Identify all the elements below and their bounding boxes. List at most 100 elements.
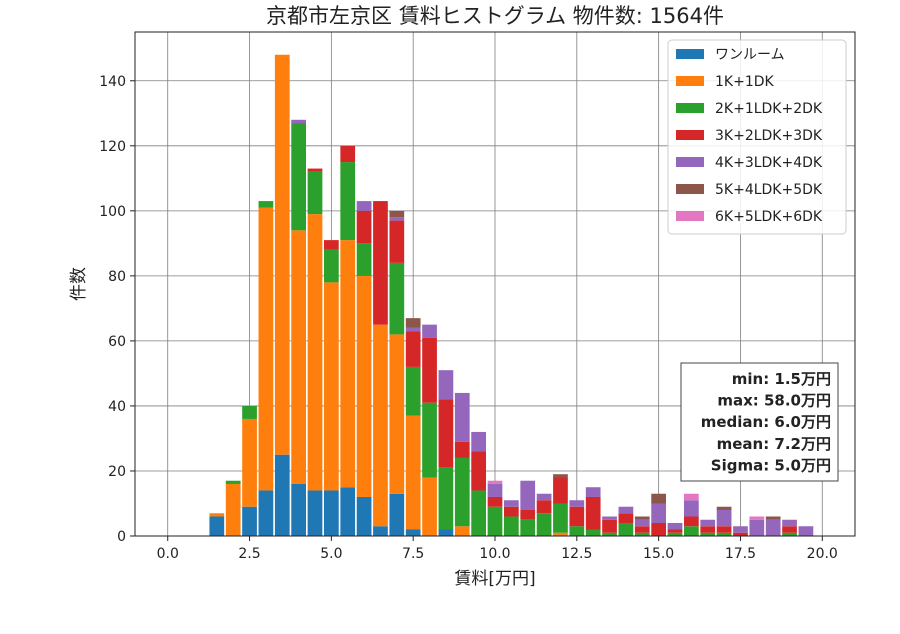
bar-segment-7	[487, 480, 503, 484]
legend-label: 2K+1LDK+2DK	[715, 101, 823, 117]
bar-segment-3	[422, 402, 437, 478]
bar-segment-2	[405, 415, 421, 530]
legend: ワンルーム 1K+1DK 2K+1LDK+2DK 3K+2LDK+3DK 4K+3LDK…	[667, 39, 847, 235]
bar-segment-5	[782, 519, 797, 527]
stats-box: min: 1.5万円 max: 58.0万円 median: 6.0万円 mean: …	[680, 362, 839, 482]
bar-segment-5	[585, 487, 601, 497]
bar-segment-6	[716, 506, 732, 510]
bar-segment-5	[291, 119, 306, 124]
bar-segment-3	[602, 532, 617, 536]
y-tick-label: 140	[99, 74, 126, 90]
bar-segment-5	[667, 522, 683, 530]
legend-swatch	[676, 184, 704, 194]
bar-segment-3	[454, 457, 470, 527]
bar-segment-4	[585, 496, 601, 530]
legend-label: 5K+4LDK+5DK	[715, 182, 823, 198]
stats-line: mean: 7.2万円	[717, 435, 831, 453]
bar-segment-1	[340, 487, 356, 536]
bar-segment-5	[356, 201, 372, 211]
bar-segment-5	[602, 516, 617, 520]
stats-line: min: 1.5万円	[732, 370, 831, 388]
bar-segment-4	[504, 506, 519, 517]
bar-segment-2	[258, 207, 274, 491]
bar-segment-5	[798, 526, 814, 536]
bar-segment-5	[700, 519, 716, 527]
y-axis-ticks: 0 20 40 60 80 100 120 140	[99, 74, 135, 545]
bar-segment-4	[454, 441, 470, 458]
bar-segment-6	[651, 493, 666, 504]
bar-segment-3	[471, 490, 486, 536]
bar-segment-6	[405, 318, 421, 328]
bar-segment-1	[274, 454, 290, 536]
bar-segment-2	[340, 240, 356, 488]
y-tick-label: 120	[99, 139, 126, 155]
bar-segment-4	[667, 529, 683, 533]
bar-segment-4	[520, 509, 536, 520]
bar-segment-4	[373, 201, 388, 325]
bar-segment-5	[389, 217, 405, 221]
bar-segment-4	[307, 168, 323, 172]
bar-segment-2	[274, 54, 290, 455]
bar-segment-4	[422, 337, 437, 403]
legend-swatch	[676, 211, 704, 221]
bar-segment-3	[569, 526, 585, 536]
x-axis-label: 賃料[万円]	[454, 569, 535, 589]
bar-segment-4	[405, 331, 421, 367]
bar-segment-2	[373, 324, 388, 527]
bar-segment-3	[258, 201, 274, 208]
bar-segment-3	[618, 522, 634, 536]
x-tick-label: 0.0	[157, 546, 179, 562]
bar-segment-5	[438, 370, 454, 400]
bar-segment-5	[487, 483, 503, 497]
bar-segment-3	[667, 532, 683, 536]
bar-segment-2	[422, 477, 437, 536]
bar-segment-1	[307, 490, 323, 536]
bar-segment-1	[389, 493, 405, 536]
bar-segment-3	[405, 366, 421, 416]
y-axis-label: 件数	[69, 267, 89, 301]
x-tick-label: 20.0	[807, 546, 838, 562]
bar-segment-3	[684, 526, 699, 536]
stats-line: median: 6.0万円	[701, 413, 831, 431]
bar-segment-4	[389, 220, 405, 263]
bar-segment-6	[389, 210, 405, 218]
bar-segment-4	[700, 526, 716, 533]
bar-segment-2	[553, 532, 568, 536]
bar-segment-5	[716, 509, 732, 527]
bar-segment-2	[291, 230, 306, 484]
bar-segment-4	[340, 145, 356, 163]
bar-segment-4	[733, 532, 748, 536]
bar-segment-1	[242, 506, 257, 536]
bar-segment-1	[291, 483, 306, 536]
y-tick-label: 0	[117, 529, 126, 545]
legend-swatch	[676, 76, 704, 86]
bar-segment-5	[749, 519, 765, 536]
legend-label: 3K+2LDK+3DK	[715, 128, 823, 144]
bar-segment-4	[618, 513, 634, 523]
bar-segment-3	[520, 519, 536, 536]
stats-frame	[680, 362, 839, 482]
bar-segment-7	[684, 493, 699, 501]
legend-swatch	[676, 130, 704, 140]
bar-segment-3	[307, 171, 323, 215]
bar-segment-2	[356, 275, 372, 497]
bar-segment-5	[422, 324, 437, 338]
legend-swatch	[676, 157, 704, 167]
legend-swatch	[676, 49, 704, 59]
bar-segment-5	[569, 500, 585, 507]
x-tick-label: 5.0	[320, 546, 342, 562]
bar-segment-2	[225, 483, 241, 536]
bar-segment-4	[782, 526, 797, 533]
bar-segment-4	[569, 506, 585, 527]
bar-segment-4	[602, 519, 617, 533]
bar-segment-4	[356, 210, 372, 244]
bar-segment-1	[258, 490, 274, 536]
bar-segment-5	[651, 503, 666, 523]
bar-segment-6	[553, 474, 568, 478]
bar-segment-1	[373, 526, 388, 536]
bar-segment-2	[389, 334, 405, 494]
bar-segment-3	[782, 532, 797, 536]
bar-segment-3	[356, 243, 372, 276]
bar-segment-4	[651, 522, 666, 536]
